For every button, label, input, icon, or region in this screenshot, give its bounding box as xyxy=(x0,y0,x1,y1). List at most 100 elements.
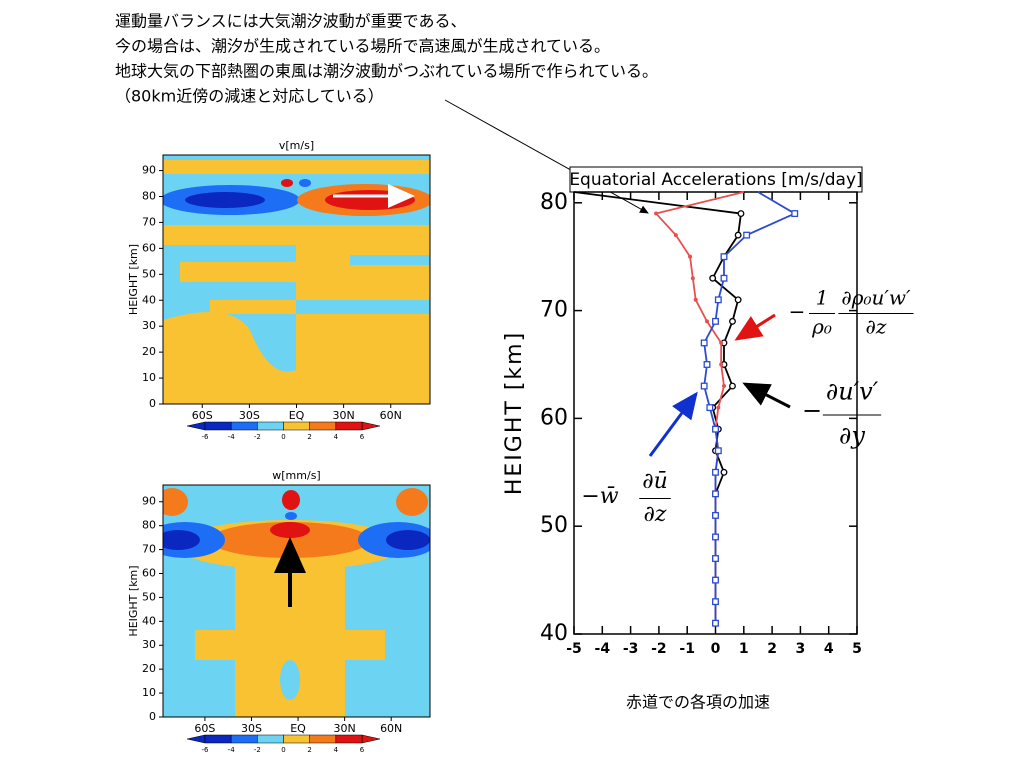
arrow xyxy=(648,391,698,457)
x-tick-label: 60S xyxy=(194,722,215,735)
formula-prefix: −w̄ xyxy=(581,484,618,509)
formula-prefix: − xyxy=(802,397,822,425)
y-tick-label: 60 xyxy=(540,405,568,430)
y-tick-label: 50 xyxy=(540,513,568,538)
x-tick-label: 30S xyxy=(239,409,260,422)
x-tick-label: -2 xyxy=(651,641,667,657)
y-tick-label: 90 xyxy=(142,164,156,177)
y-tick-label: 80 xyxy=(142,519,156,532)
point xyxy=(721,384,726,389)
x-tick-label: 4 xyxy=(824,641,834,657)
point xyxy=(743,231,751,239)
plot-frame xyxy=(162,484,431,718)
point xyxy=(693,297,698,302)
y-tick-label: 70 xyxy=(142,215,156,228)
colorbar-label: -6 xyxy=(202,746,210,754)
point xyxy=(712,533,719,541)
colorbar-label: -2 xyxy=(254,746,261,754)
point xyxy=(712,317,719,325)
colorbar-swatch xyxy=(335,734,363,744)
contour-field xyxy=(163,155,430,404)
formula-numerator: 1 xyxy=(816,286,829,310)
point xyxy=(719,340,724,345)
point xyxy=(690,276,695,281)
point xyxy=(654,211,659,216)
x-tick-label: 2 xyxy=(767,641,777,657)
y-axis-label: HEIGHT [km] xyxy=(127,244,140,315)
point xyxy=(712,576,719,584)
colorbar-swatch xyxy=(204,421,232,431)
point xyxy=(714,296,722,304)
y-tick-label: 60 xyxy=(142,241,156,254)
x-tick-label: 30N xyxy=(334,722,356,735)
point xyxy=(712,490,719,498)
point xyxy=(729,382,736,390)
profile-line xyxy=(654,191,745,624)
point xyxy=(700,339,708,347)
colorbar-label: 4 xyxy=(334,746,339,754)
colorbar-swatch xyxy=(309,421,337,431)
y-tick-label: 90 xyxy=(142,495,156,508)
colorbar-swatch xyxy=(283,734,310,744)
colorbar-swatch xyxy=(257,734,284,744)
colorbar-end xyxy=(361,421,381,431)
formula-numerator: ∂u′v′ xyxy=(826,378,879,406)
colorbar-swatch xyxy=(230,421,258,431)
formula-denominator: ∂y xyxy=(839,422,865,450)
point xyxy=(734,296,742,304)
colorbar-end xyxy=(361,734,381,744)
colorbar-label: -6 xyxy=(202,433,210,441)
point xyxy=(712,511,719,519)
x-tick-label: -3 xyxy=(623,641,639,657)
point xyxy=(791,210,799,218)
colorbar-label: 6 xyxy=(360,746,365,754)
colorbar-label: -4 xyxy=(228,746,236,754)
y-tick-label: 10 xyxy=(142,371,156,384)
y-tick-label: 40 xyxy=(142,614,156,627)
colorbar-swatch xyxy=(309,734,337,744)
formula-numerator: ∂ū xyxy=(642,469,668,494)
x-tick-label: EQ xyxy=(289,409,305,422)
colorbar-label: 0 xyxy=(281,746,285,754)
point xyxy=(688,254,693,259)
plot-title: v[m/s] xyxy=(279,139,314,152)
point xyxy=(712,555,719,562)
point xyxy=(709,274,717,282)
x-tick-label: -1 xyxy=(679,641,695,657)
y-tick-label: 10 xyxy=(142,686,156,699)
formula-denominator: ρ₀ xyxy=(811,315,832,339)
x-tick-label: EQ xyxy=(290,722,306,735)
colorbar-label: 2 xyxy=(307,746,311,754)
arrow xyxy=(734,313,776,341)
x-tick-label: 60S xyxy=(192,409,213,422)
colorbar-label: -2 xyxy=(254,433,261,441)
plot-title: w[mm/s] xyxy=(272,469,320,482)
colorbar-label: 2 xyxy=(307,433,311,441)
colorbar-end xyxy=(186,734,206,744)
title-box xyxy=(569,166,863,193)
point xyxy=(700,382,708,390)
point xyxy=(734,231,742,239)
y-axis-label: HEIGHT [km] xyxy=(502,331,527,495)
y-tick-label: 0 xyxy=(149,710,156,723)
point xyxy=(716,405,721,410)
y-tick-label: 50 xyxy=(142,267,156,280)
colorbar-label: 0 xyxy=(281,433,285,441)
y-tick-label: 0 xyxy=(149,397,156,410)
pointer-line xyxy=(444,99,649,214)
colorbar-swatch xyxy=(204,734,232,744)
point xyxy=(712,598,719,606)
x-tick-label: 30N xyxy=(333,409,355,422)
point xyxy=(703,361,711,368)
arrow xyxy=(742,382,791,409)
point xyxy=(714,447,722,455)
y-tick-label: 80 xyxy=(142,190,156,203)
note: 今の場合は、潮汐が生成されている場所で高速風が生成されている。 xyxy=(115,37,610,56)
x-tick-label: 1 xyxy=(739,641,749,657)
colorbar-label: -4 xyxy=(228,433,236,441)
x-tick-label: 30S xyxy=(241,722,262,735)
x-tick-label: 3 xyxy=(796,641,806,657)
y-tick-label: 30 xyxy=(142,638,156,651)
point xyxy=(712,468,719,476)
